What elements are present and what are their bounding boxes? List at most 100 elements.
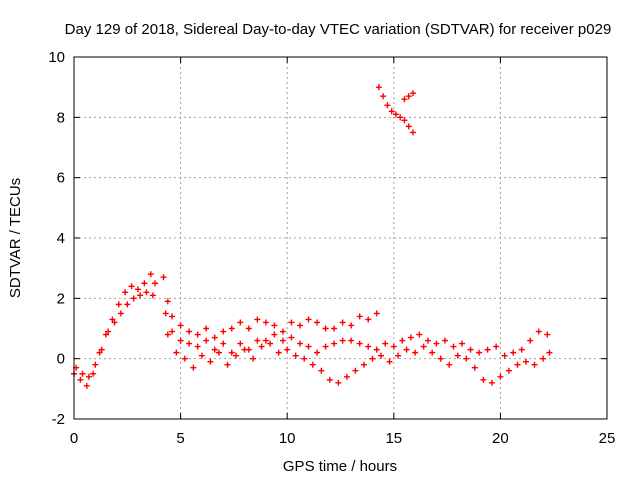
series-band-lower xyxy=(164,331,553,386)
data-point xyxy=(194,343,201,350)
data-point xyxy=(203,325,210,332)
data-point xyxy=(134,286,141,293)
data-point xyxy=(471,364,478,371)
data-point xyxy=(446,361,453,368)
data-point xyxy=(224,361,231,368)
data-point xyxy=(207,358,214,365)
y-tick-label: 6 xyxy=(57,170,65,187)
data-point xyxy=(514,361,521,368)
data-point xyxy=(275,349,282,356)
data-point xyxy=(335,379,342,386)
data-point xyxy=(279,328,286,335)
plot-frame xyxy=(73,56,608,420)
data-point xyxy=(416,331,423,338)
data-point xyxy=(375,84,382,91)
data-point xyxy=(241,346,248,353)
data-point xyxy=(488,379,495,386)
data-point xyxy=(160,274,167,281)
data-point xyxy=(399,337,406,344)
data-point xyxy=(409,129,416,136)
data-point xyxy=(318,367,325,374)
x-axis-label: GPS time / hours xyxy=(283,458,397,475)
data-point xyxy=(279,337,286,344)
data-point xyxy=(484,346,491,353)
data-point xyxy=(437,355,444,362)
data-point xyxy=(390,343,397,350)
data-point xyxy=(147,271,154,278)
data-point xyxy=(296,322,303,329)
data-point xyxy=(141,280,148,287)
data-point xyxy=(356,340,363,347)
data-point xyxy=(544,331,551,338)
data-point xyxy=(540,355,547,362)
data-point xyxy=(228,325,235,332)
grid xyxy=(74,57,607,419)
data-point xyxy=(245,325,252,332)
series-rising-band-b xyxy=(73,289,156,380)
data-point xyxy=(331,340,338,347)
data-point xyxy=(305,316,312,323)
series-high-blob xyxy=(401,90,416,103)
data-point xyxy=(343,373,350,380)
data-point xyxy=(493,343,500,350)
data-point xyxy=(314,349,321,356)
data-point xyxy=(527,337,534,344)
data-point xyxy=(373,346,380,353)
data-point xyxy=(301,355,308,362)
data-point xyxy=(233,352,240,359)
data-point xyxy=(395,352,402,359)
y-axis-label: SDTVAR / TECUs xyxy=(7,178,24,298)
data-point xyxy=(407,334,414,341)
data-point xyxy=(186,340,193,347)
data-point xyxy=(164,331,171,338)
data-point xyxy=(401,96,408,103)
data-point xyxy=(518,346,525,353)
data-point xyxy=(360,361,367,368)
data-point xyxy=(254,316,261,323)
y-tick-label: 10 xyxy=(48,49,65,66)
data-point xyxy=(373,310,380,317)
data-point xyxy=(467,346,474,353)
data-point xyxy=(546,349,553,356)
x-tick-label: 25 xyxy=(599,430,616,447)
data-point xyxy=(128,283,135,290)
data-point xyxy=(388,108,395,115)
axis-ticks: 0 5 10 15 20 25 -2 0 2 4 6 8 10 xyxy=(48,49,615,447)
data-point xyxy=(380,93,387,100)
data-point xyxy=(102,331,109,338)
data-point xyxy=(117,310,124,317)
data-point xyxy=(352,367,359,374)
data-point xyxy=(109,316,116,323)
data-point xyxy=(194,331,201,338)
data-point xyxy=(510,349,517,356)
data-point xyxy=(85,373,92,380)
data-point xyxy=(497,373,504,380)
data-point xyxy=(450,343,457,350)
data-point xyxy=(186,328,193,335)
data-point xyxy=(143,289,150,296)
data-point xyxy=(365,343,372,350)
data-point xyxy=(365,316,372,323)
data-point xyxy=(152,280,159,287)
data-point xyxy=(403,346,410,353)
data-point xyxy=(79,370,86,377)
data-point xyxy=(401,117,408,124)
data-point xyxy=(424,337,431,344)
data-point xyxy=(181,355,188,362)
data-point xyxy=(505,367,512,374)
data-point xyxy=(237,340,244,347)
data-point xyxy=(92,361,99,368)
data-point xyxy=(83,382,90,389)
data-point xyxy=(392,111,399,118)
data-point xyxy=(397,114,404,121)
series-band-middle xyxy=(162,310,551,359)
data-point xyxy=(190,364,197,371)
data-point xyxy=(405,123,412,130)
data-point xyxy=(339,337,346,344)
data-point xyxy=(211,346,218,353)
data-point xyxy=(90,370,97,377)
x-tick-label: 5 xyxy=(176,430,184,447)
data-point xyxy=(322,325,329,332)
data-point xyxy=(77,376,84,383)
